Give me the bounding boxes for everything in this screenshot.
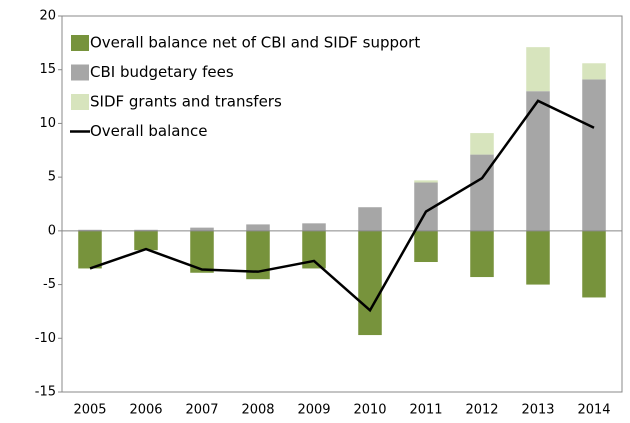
x-tick-label: 2013 <box>521 403 554 418</box>
legend-label: Overall balance <box>90 122 207 140</box>
bar <box>526 230 550 285</box>
legend-swatch <box>71 64 89 81</box>
x-tick-label: 2010 <box>353 403 386 418</box>
x-tick-label: 2007 <box>185 403 218 418</box>
y-tick-label: 10 <box>39 116 56 131</box>
x-tick-label: 2012 <box>465 403 498 418</box>
y-tick-label: -15 <box>35 385 56 400</box>
bar <box>414 180 438 183</box>
bar <box>302 223 326 231</box>
bar <box>358 230 382 336</box>
legend-label: Overall balance net of CBI and SIDF supp… <box>90 34 420 52</box>
x-tick-label: 2009 <box>297 403 330 418</box>
x-tick-label: 2006 <box>129 403 162 418</box>
bar <box>526 91 550 231</box>
y-tick-label: 20 <box>39 9 56 24</box>
bar <box>358 207 382 231</box>
legend-swatch <box>71 35 89 51</box>
bar <box>470 133 494 155</box>
x-tick-label: 2008 <box>241 403 274 418</box>
bar <box>190 227 214 231</box>
bar <box>134 230 158 251</box>
line <box>89 99 595 313</box>
bar <box>470 230 494 278</box>
bar <box>78 230 102 269</box>
bar <box>414 182 438 231</box>
y-tick-label: -5 <box>43 277 56 292</box>
y-tick-label: 0 <box>48 223 56 238</box>
bar <box>134 229 158 231</box>
legend-label: CBI budgetary fees <box>90 63 234 81</box>
bar <box>414 230 438 263</box>
bar <box>582 230 606 298</box>
bar <box>582 63 606 80</box>
bar <box>302 230 326 269</box>
bar <box>470 154 494 231</box>
bar <box>582 79 606 231</box>
y-tick-label: 5 <box>48 170 56 185</box>
bar <box>78 229 102 231</box>
legend-swatch <box>71 94 89 110</box>
legend-label: SIDF grants and transfers <box>90 93 282 111</box>
x-tick-label: 2005 <box>73 403 106 418</box>
bar <box>526 47 550 92</box>
bar <box>190 230 214 273</box>
plot-border <box>61 15 623 393</box>
bar <box>246 230 270 280</box>
bar <box>246 224 270 231</box>
x-tick-label: 2014 <box>577 403 610 418</box>
y-tick-label: -10 <box>35 331 56 346</box>
x-tick-label: 2011 <box>409 403 442 418</box>
y-tick-label: 15 <box>39 62 56 77</box>
